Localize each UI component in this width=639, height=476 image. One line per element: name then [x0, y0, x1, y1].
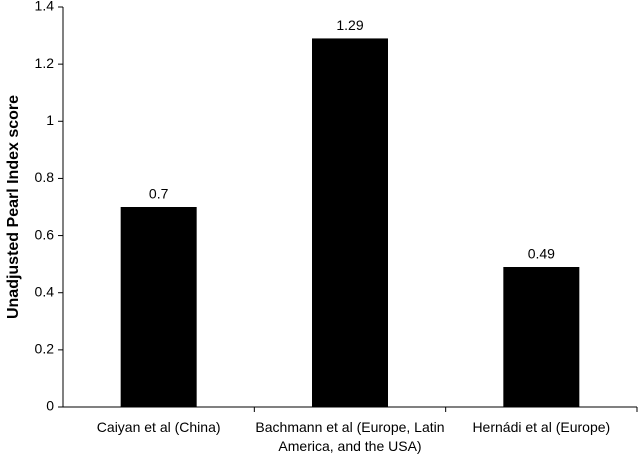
y-tick-label: 0.8 — [35, 169, 55, 185]
y-tick-label: 0.6 — [35, 226, 55, 242]
y-tick-label: 0.4 — [35, 283, 55, 299]
x-tick-label: Hernádi et al (Europe) — [472, 419, 611, 435]
y-tick-label: 0 — [46, 398, 54, 414]
data-label: 0.7 — [149, 186, 169, 202]
x-tick-label: Caiyan et al (China) — [96, 419, 221, 435]
x-tick-label: Bachmann et al (Europe, Latin America, a… — [255, 419, 445, 454]
y-tick-label: 0.2 — [35, 341, 55, 357]
bar — [312, 38, 388, 408]
bar — [503, 267, 580, 407]
x-tick-label-box: Bachmann et al (Europe, Latin America, a… — [255, 419, 445, 454]
y-tick-label: 1 — [46, 112, 54, 128]
data-label: 1.29 — [336, 17, 363, 33]
y-axis-title: Unadjusted Pearl Index score — [5, 95, 22, 319]
y-tick-label: 1.2 — [35, 55, 55, 71]
bar — [120, 207, 197, 407]
x-tick-label-box: Caiyan et al (China) — [96, 419, 221, 435]
data-label: 0.49 — [528, 246, 555, 262]
x-tick-label-box: Hernádi et al (Europe) — [472, 419, 611, 435]
y-tick-label: 1.4 — [35, 0, 55, 14]
